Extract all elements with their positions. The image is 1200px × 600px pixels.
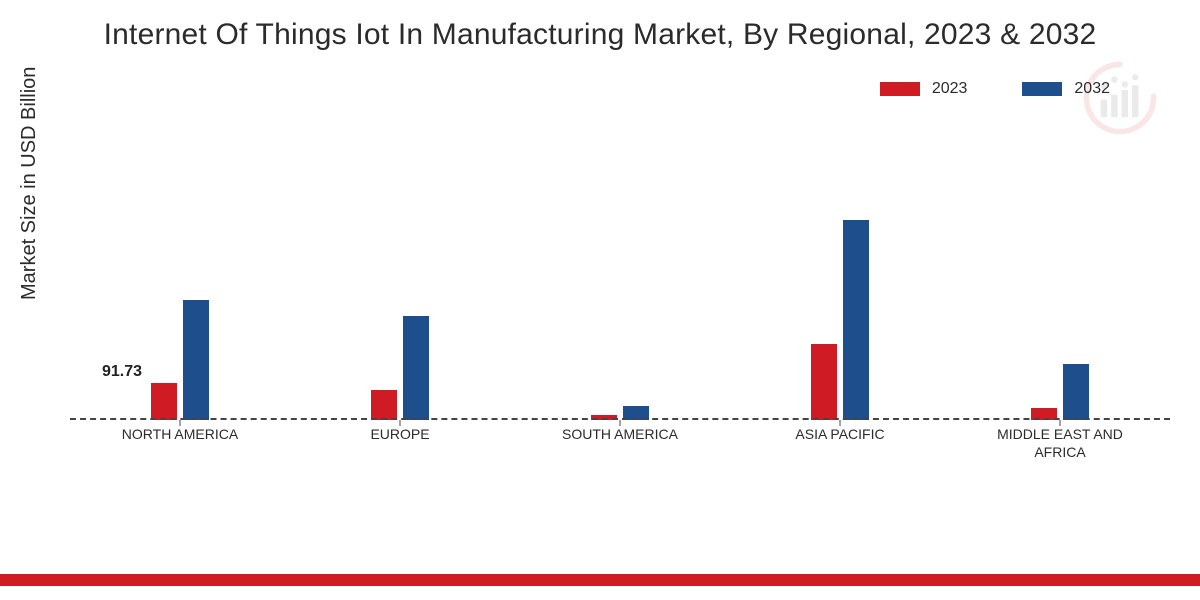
- chart-title: Internet Of Things Iot In Manufacturing …: [0, 18, 1200, 52]
- category-label: SOUTH AMERICA: [555, 420, 685, 444]
- category-group: 91.73NORTH AMERICA: [70, 140, 290, 420]
- bar-2032: [843, 220, 869, 420]
- bar-groups: 91.73NORTH AMERICAEUROPESOUTH AMERICAASI…: [70, 140, 1170, 420]
- bar-2032: [1063, 364, 1089, 420]
- bar-2032: [403, 316, 429, 420]
- bar-2023: [371, 390, 397, 420]
- y-axis-label: Market Size in USD Billion: [18, 67, 41, 300]
- category-group: EUROPE: [290, 140, 510, 420]
- footer-accent-bar: [0, 574, 1200, 586]
- category-label: ASIA PACIFIC: [775, 420, 905, 444]
- legend: 2023 2032: [880, 80, 1110, 98]
- data-label: 91.73: [102, 363, 142, 381]
- legend-item-2032: 2032: [1022, 80, 1110, 98]
- bar-2032: [183, 300, 209, 420]
- category-group: ASIA PACIFIC: [730, 140, 950, 420]
- category-label: EUROPE: [335, 420, 465, 444]
- x-axis: [70, 418, 1170, 420]
- legend-label-2032: 2032: [1074, 80, 1110, 98]
- legend-swatch-2023: [880, 82, 920, 96]
- category-label: MIDDLE EAST AND AFRICA: [995, 420, 1125, 461]
- watermark-logo: [1080, 58, 1160, 138]
- bars: [1031, 364, 1089, 420]
- chart-frame: Internet Of Things Iot In Manufacturing …: [0, 0, 1200, 600]
- bars: [371, 316, 429, 420]
- bars: [811, 220, 869, 420]
- category-label: NORTH AMERICA: [115, 420, 245, 444]
- category-group: MIDDLE EAST AND AFRICA: [950, 140, 1170, 420]
- bar-2023: [151, 383, 177, 420]
- legend-item-2023: 2023: [880, 80, 968, 98]
- category-group: SOUTH AMERICA: [510, 140, 730, 420]
- bar-2023: [811, 344, 837, 420]
- legend-swatch-2032: [1022, 82, 1062, 96]
- bars: [151, 300, 209, 420]
- legend-label-2023: 2023: [932, 80, 968, 98]
- plot-area: 91.73NORTH AMERICAEUROPESOUTH AMERICAASI…: [70, 140, 1170, 420]
